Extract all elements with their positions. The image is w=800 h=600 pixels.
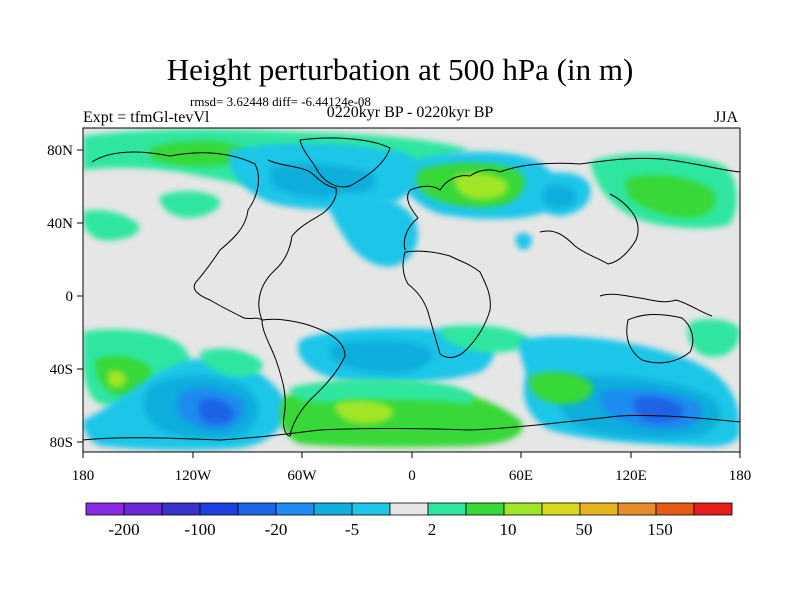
y-tick-label: 80S (50, 435, 73, 451)
colorbar-label: 10 (500, 520, 517, 539)
contour-asia-blue (542, 184, 577, 209)
contour-europe-yellow (454, 173, 509, 200)
coastlines (83, 137, 740, 441)
colorbar-label: -100 (184, 520, 215, 539)
colorbar-swatch (541, 502, 581, 516)
contour-sindian-green (529, 371, 593, 405)
x-tick-label: 60E (509, 468, 533, 484)
diff-label: diff= (272, 94, 298, 109)
coast-australia (626, 314, 694, 364)
contour-australia-teal (687, 319, 740, 357)
stats-line: rmsd= 3.62448 diff= -6.44124e-08 (190, 94, 371, 110)
coast-south-america (261, 318, 346, 437)
contour-india-cyan (515, 232, 532, 250)
colorbar-swatch (503, 502, 543, 516)
y-tick-label: 0 (66, 289, 74, 305)
colorbar (85, 502, 733, 516)
colorbar-label: 2 (428, 520, 437, 539)
colorbar-swatch (693, 502, 733, 516)
colorbar-label: -200 (108, 520, 139, 539)
contour-sindian-teal (439, 325, 530, 353)
coast-europe (403, 169, 501, 251)
colorbar-swatch (313, 502, 353, 516)
contour-southern-teal (290, 379, 474, 404)
colorbar-swatch (617, 502, 657, 516)
coast-greenland (299, 137, 391, 188)
tick-marks (77, 149, 741, 458)
y-tick-label: 40N (47, 216, 73, 232)
y-tick-label: 40S (50, 362, 73, 378)
colorbar-labels: -200 -100 -20 -5 2 10 50 150 (108, 520, 672, 539)
colorbar-label: 150 (647, 520, 673, 539)
coast-maritime (599, 293, 713, 317)
colorbar-label: 50 (576, 520, 593, 539)
diff-value: -6.44124e-08 (301, 94, 371, 109)
rmsd-label: rmsd= (190, 94, 224, 109)
contour-greenland-blue (270, 163, 376, 199)
x-tick-label: 60W (287, 468, 317, 484)
contour-arctic-green (150, 140, 246, 167)
period-label: 0220kyr BP - 0220kyr BP (326, 104, 494, 121)
colorbar-swatch (351, 502, 391, 516)
x-tick-label: 180 (72, 468, 95, 484)
contour-satlantic-blue (330, 340, 433, 374)
colorbar-swatch (579, 502, 619, 516)
colorbar-label: -5 (345, 520, 359, 539)
contour-pacific-teal (159, 191, 221, 218)
contour-sh-pacific-core (198, 398, 234, 425)
colorbar-swatch (275, 502, 315, 516)
coast-antarctica (83, 414, 740, 441)
experiment-label: Expt = tfmGl-tevVl (83, 109, 210, 126)
contour-sh-pacific-yellow (108, 370, 126, 388)
colorbar-swatch (389, 502, 429, 516)
colorbar-swatch (427, 502, 467, 516)
contour-southern-yellow (334, 400, 393, 424)
x-tick-label: 120E (615, 468, 647, 484)
colorbar-swatch (655, 502, 695, 516)
tick-labels: 180 120W 60W 0 60E 120E 180 80N 40N 0 40… (47, 143, 751, 484)
colorbar-swatch (237, 502, 277, 516)
rmsd-value: 3.62448 (226, 94, 269, 109)
contour-pacific-nw-green (625, 175, 716, 218)
contour-westpac-teal (83, 209, 140, 241)
colorbar-swatch (465, 502, 505, 516)
contour-field (83, 128, 740, 452)
colorbar-swatch (199, 502, 239, 516)
y-tick-label: 80N (47, 143, 73, 159)
x-tick-label: 180 (729, 468, 752, 484)
coast-asia (499, 157, 740, 265)
colorbar-swatch (161, 502, 201, 516)
colorbar-swatch (123, 502, 163, 516)
contour-patagonia-teal (200, 348, 263, 377)
plot-title: Height perturbation at 500 hPa (in m) (166, 52, 634, 87)
season-label: JJA (714, 109, 739, 126)
coast-north-america (91, 151, 337, 322)
coast-africa (402, 250, 491, 358)
colorbar-label: -20 (265, 520, 288, 539)
x-tick-label: 120W (175, 468, 213, 484)
x-tick-label: 0 (408, 468, 416, 484)
contour-na-lobe (328, 193, 418, 267)
colorbar-swatch (85, 502, 125, 516)
